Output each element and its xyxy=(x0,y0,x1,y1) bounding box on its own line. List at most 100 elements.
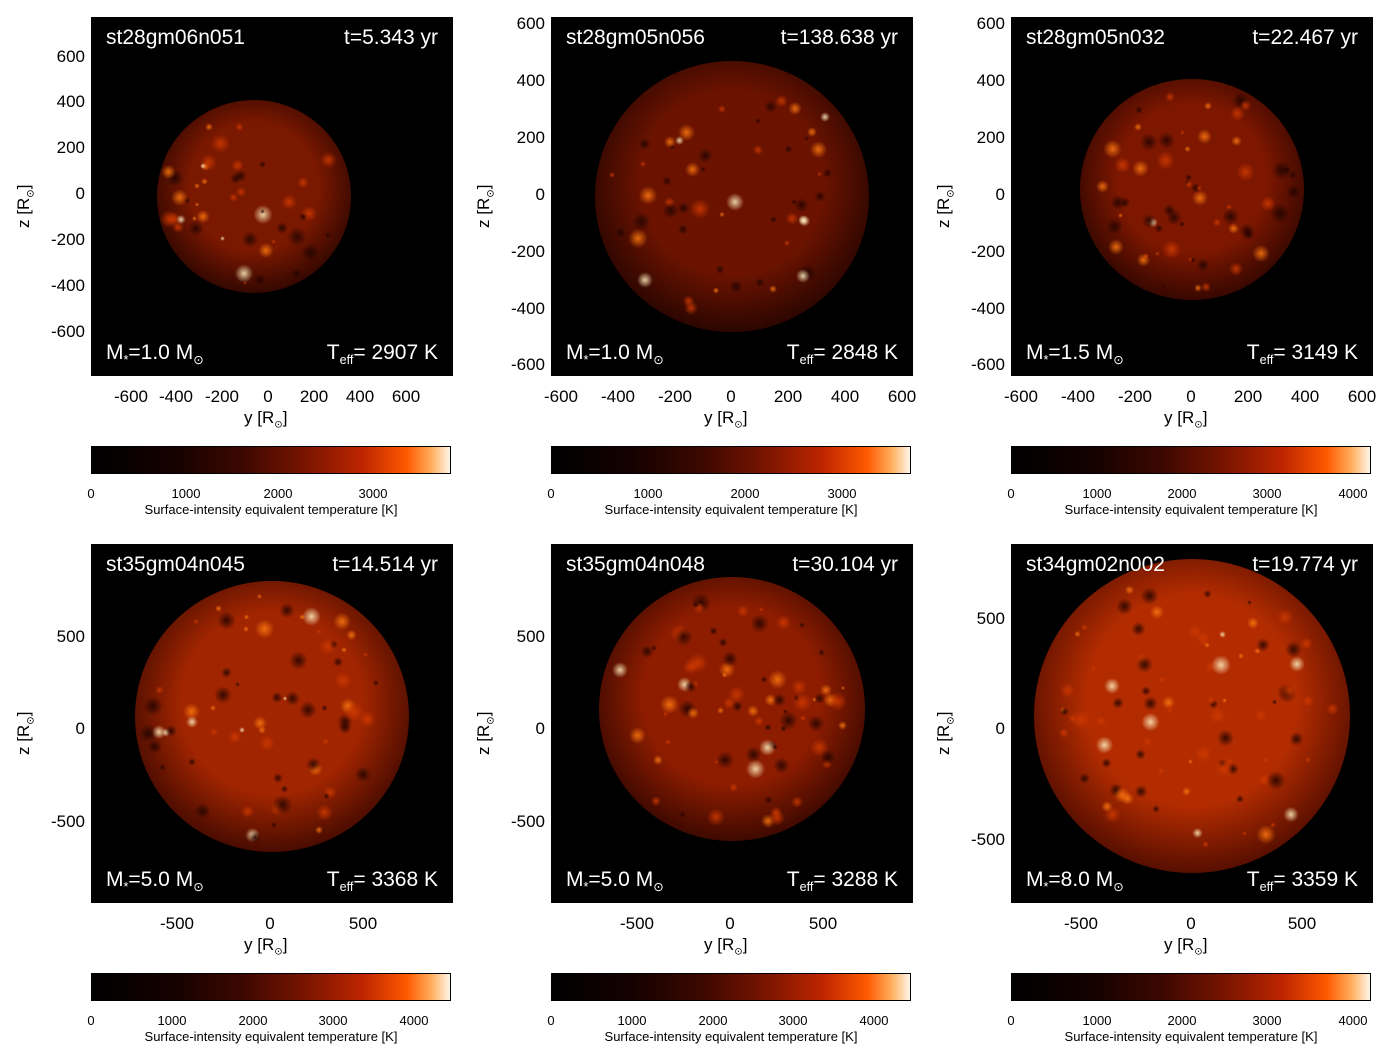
sun-symbol: ⊙ xyxy=(945,716,957,725)
granulation-cell xyxy=(785,212,798,225)
granulation-cell xyxy=(272,794,293,815)
teff-value: = 3368 K xyxy=(353,867,438,891)
granulation-cell xyxy=(718,105,727,114)
granulation-cell xyxy=(709,626,718,636)
granulation-cell xyxy=(211,133,231,153)
granulation-cell xyxy=(1060,683,1076,698)
mass-value: =1.0 M xyxy=(128,340,194,364)
granulation-cell xyxy=(257,725,267,735)
granulation-cell xyxy=(1216,728,1235,747)
x-tick-label: -600 xyxy=(113,387,149,406)
granulation-cell xyxy=(205,122,214,131)
granulation-cell xyxy=(677,201,690,214)
granulation-cell xyxy=(612,662,629,679)
granulation-cell xyxy=(1286,184,1301,199)
x-tick-label: 200 xyxy=(773,387,803,406)
granulation-cell xyxy=(257,594,263,599)
granulation-cell xyxy=(1143,737,1152,746)
y-tick-label: -600 xyxy=(50,322,85,341)
granulation-cell xyxy=(373,680,380,686)
colorbar-label: Surface-intensity equivalent temperature… xyxy=(144,502,398,517)
granulation-cell xyxy=(1190,257,1196,263)
colorbar-tick-label: 1000 xyxy=(617,1013,647,1028)
granulation-cell xyxy=(1222,697,1228,703)
stellar-mass-label: M*=1.0 M⊙ xyxy=(106,341,204,367)
granulation-cell xyxy=(727,686,745,703)
granulation-cell xyxy=(1101,801,1113,813)
granulation-cell xyxy=(1114,787,1131,804)
stellar-mass-label: M*=1.0 M⊙ xyxy=(566,341,664,367)
time-label: t=138.638 yr xyxy=(780,26,898,49)
granulation-cell xyxy=(1211,655,1231,675)
granulation-cell xyxy=(776,615,791,630)
teff-symbol: T xyxy=(326,867,340,891)
granulation-cell xyxy=(753,715,765,727)
granulation-cell xyxy=(236,187,246,197)
granulation-cell xyxy=(1237,652,1244,659)
granulation-cell xyxy=(697,147,713,163)
granulation-cell xyxy=(1214,758,1233,778)
granulation-cell xyxy=(799,714,807,722)
granulation-cell xyxy=(1157,131,1175,149)
granulation-cell xyxy=(344,702,364,722)
granulation-cell xyxy=(216,610,236,630)
teff-label: Teff= 3368 K xyxy=(327,868,438,894)
x-tick-label: 0 xyxy=(725,914,735,933)
granulation-cell xyxy=(1185,180,1194,189)
granulation-cell xyxy=(747,705,759,717)
granulation-cell xyxy=(323,793,330,800)
granulation-cell xyxy=(1135,105,1144,114)
y-tick-label: 200 xyxy=(56,138,85,157)
granulation-cell xyxy=(820,749,836,765)
granulation-cell xyxy=(1140,712,1160,732)
bracket: ] xyxy=(474,184,493,190)
granulation-cell xyxy=(164,724,178,738)
granulation-cell xyxy=(1059,728,1070,738)
granulation-cell xyxy=(803,135,810,142)
granulation-cell xyxy=(715,264,725,275)
teff-subscript: eff xyxy=(339,353,354,367)
bracket: ] xyxy=(282,935,288,954)
colorbar-tick-label: 2000 xyxy=(238,1013,268,1028)
panel-4: st35gm04n045 t=14.514 yr M*=5.0 M⊙ Teff= 33… xyxy=(0,527,460,1047)
colorbar-tick-label: 4000 xyxy=(399,1013,429,1028)
granulation-cell xyxy=(685,162,701,178)
granulation-cell xyxy=(775,94,789,108)
granulation-cell xyxy=(1191,189,1208,207)
colorbar-label: Surface-intensity equivalent temperature… xyxy=(1064,502,1318,517)
granulation-cell xyxy=(1150,605,1165,620)
x-tick-label: 500 xyxy=(808,914,838,933)
granulation-cell xyxy=(790,198,798,205)
y-tick-label: 500 xyxy=(976,609,1005,628)
colorbar-label: Surface-intensity equivalent temperature… xyxy=(604,1029,858,1044)
colorbar xyxy=(91,446,451,474)
granulation-cell xyxy=(1283,806,1299,823)
granulation-cell xyxy=(188,220,204,236)
colorbar-tick-label: 1000 xyxy=(157,1013,187,1028)
mass-value: =8.0 M xyxy=(1048,867,1114,891)
mass-symbol: M xyxy=(106,340,124,364)
teff-symbol: T xyxy=(786,867,800,891)
colorbar-tick-label: 2000 xyxy=(263,486,293,501)
x-tick-label: 0 xyxy=(726,387,736,406)
sun-symbol: ⊙ xyxy=(25,189,37,198)
granulation-cell xyxy=(1196,185,1203,192)
x-tick-label: -600 xyxy=(543,387,579,406)
granulation-cell xyxy=(1140,586,1159,605)
granulation-cell xyxy=(686,707,699,719)
colorbar-tick-label: 2000 xyxy=(1167,486,1197,501)
granulation-cell xyxy=(1074,631,1081,638)
granulation-cell xyxy=(1269,203,1290,224)
granulation-cell xyxy=(1156,151,1176,170)
granulation-cell xyxy=(715,751,734,770)
granulation-cell xyxy=(193,618,200,625)
y-tick-label: -500 xyxy=(510,812,545,831)
sun-symbol: ⊙ xyxy=(193,353,204,367)
mass-subscript: * xyxy=(583,880,589,894)
colorbar-tick-label: 0 xyxy=(87,486,95,501)
granulation-cell xyxy=(639,160,647,167)
granulation-cell xyxy=(1135,749,1147,761)
y-tick-label: -400 xyxy=(970,299,1005,318)
granulation-cell xyxy=(318,638,337,656)
granulation-cell xyxy=(716,707,724,715)
